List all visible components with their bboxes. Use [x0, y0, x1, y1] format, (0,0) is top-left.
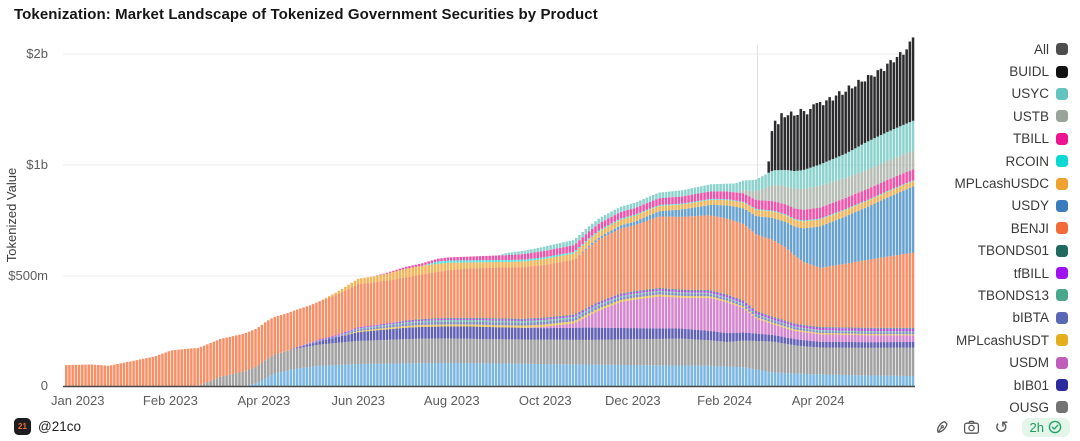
legend-item-ustb[interactable]: USTB [954, 105, 1068, 127]
series-tfbill [295, 288, 915, 348]
series-tbonds13 [344, 290, 915, 334]
legend-label: RCOIN [1005, 153, 1050, 169]
x-tick-label: Apr 2024 [791, 393, 845, 408]
legend-label: TBILL [1012, 131, 1049, 147]
series-tbonds01 [395, 288, 915, 329]
legend-swatch [1056, 267, 1068, 280]
chart-legend: All BUIDL USYC USTB TBILL RCOIN MPLcashUSDC USD… [954, 38, 1068, 419]
legend-label: bIB01 [1013, 377, 1049, 393]
legend-swatch [1056, 311, 1068, 324]
series-tbill [376, 169, 915, 276]
y-tick-label: 0 [40, 378, 48, 393]
series-rcoin [424, 180, 915, 266]
y-tick-label: $1b [26, 157, 48, 172]
legend-item-mplcashusdc[interactable]: MPLcashUSDC [954, 172, 1068, 194]
legend-label: USDM [1009, 355, 1049, 371]
legend-swatch [1056, 132, 1068, 145]
series-ustb [735, 150, 915, 210]
legend-item-usyc[interactable]: USYC [954, 83, 1068, 105]
legend-swatch [1056, 222, 1068, 235]
last-updated-text: 2h [1029, 419, 1044, 435]
legend-label: bIBTA [1012, 310, 1049, 326]
series-bibta [299, 291, 915, 347]
series-mplcashusdt [340, 294, 915, 336]
y-axis-title: Tokenized Value [4, 167, 19, 263]
x-tick-label: Oct 2023 [518, 393, 572, 408]
series-ousg [199, 338, 915, 386]
legend-item-benji[interactable]: BENJI [954, 217, 1068, 239]
x-tick-label: Aug 2023 [423, 393, 480, 408]
y-tick-label: $2b [26, 46, 48, 61]
legend-swatch [1056, 356, 1068, 369]
legend-item-tbonds13[interactable]: TBONDS13 [954, 284, 1068, 306]
legend-label: USDY [1011, 198, 1049, 214]
legend-label: All [1033, 41, 1049, 57]
brand-logo-21co: 21 [14, 418, 31, 435]
legend-swatch [1056, 379, 1068, 392]
legend-item-buidl[interactable]: BUIDL [954, 60, 1068, 82]
legend-item-usdm[interactable]: USDM [954, 351, 1068, 373]
x-tick-label: Jan 2023 [51, 393, 105, 408]
x-tick-label: Dec 2023 [604, 393, 661, 408]
x-tick-label: Feb 2023 [142, 393, 198, 408]
legend-label: TBONDS13 [977, 287, 1049, 303]
legend-swatch [1056, 401, 1068, 414]
legend-item-tbonds01[interactable]: TBONDS01 [954, 240, 1068, 262]
legend-item-tfbill[interactable]: tfBILL [954, 262, 1068, 284]
series-bib01 [289, 326, 915, 350]
legend-swatch [1056, 177, 1068, 190]
last-updated-badge[interactable]: 2h [1021, 417, 1070, 437]
camera-icon[interactable] [962, 417, 982, 437]
legend-label: TBONDS01 [977, 243, 1049, 259]
legend-item-bib01[interactable]: bIB01 [954, 374, 1068, 396]
legend-swatch [1056, 334, 1068, 347]
y-tick-label: $500m [8, 268, 48, 283]
attribution-handle: @21co [38, 419, 81, 434]
legend-label: USTB [1012, 108, 1049, 124]
legend-swatch [1056, 289, 1068, 302]
legend-label: BUIDL [1009, 64, 1049, 80]
legend-swatch [1056, 199, 1068, 212]
legend-swatch [1056, 110, 1068, 123]
legend-item-mplcashusdt[interactable]: MPLcashUSDT [954, 329, 1068, 351]
page-title: Tokenization: Market Landscape of Tokeni… [14, 6, 598, 23]
series-mplcashusdc [321, 181, 915, 300]
legend-item-rcoin[interactable]: RCOIN [954, 150, 1068, 172]
series-usdy [578, 186, 915, 268]
legend-label: MPLcashUSDT [955, 332, 1049, 348]
x-tick-label: Feb 2024 [697, 393, 753, 408]
legend-swatch [1056, 43, 1068, 56]
legend-label: tfBILL [1013, 265, 1049, 281]
legend-label: OUSG [1009, 399, 1049, 415]
legend-swatch [1056, 244, 1068, 257]
series-usyc [498, 120, 915, 256]
legend-item-ousg[interactable]: OUSG [954, 396, 1068, 418]
legend-item-usdy[interactable]: USDY [954, 195, 1068, 217]
x-tick-label: Jun 2023 [331, 393, 386, 408]
legend-swatch [1056, 65, 1068, 78]
legend-swatch [1056, 155, 1068, 168]
check-circle-icon [1048, 420, 1062, 434]
stacked-area-chart[interactable] [0, 0, 930, 441]
chart-toolbar: ↺ 2h [932, 417, 1070, 437]
series-usdm [526, 296, 915, 343]
legend-label: USYC [1011, 86, 1049, 102]
legend-swatch [1056, 87, 1068, 100]
footer: 21 @21co [14, 418, 81, 435]
pen-edit-icon[interactable] [932, 417, 952, 437]
legend-label: BENJI [1010, 220, 1049, 236]
series--unlabeled-light-blue- [244, 362, 915, 387]
legend-item-tbill[interactable]: TBILL [954, 128, 1068, 150]
x-tick-label: Apr 2023 [237, 393, 291, 408]
series-benji [65, 215, 915, 386]
legend-label: MPLcashUSDC [954, 176, 1049, 192]
legend-item-all[interactable]: All [954, 38, 1068, 60]
series-buidl [767, 37, 915, 173]
refresh-undo-icon[interactable]: ↺ [994, 417, 1009, 437]
legend-item-bibta[interactable]: bIBTA [954, 307, 1068, 329]
